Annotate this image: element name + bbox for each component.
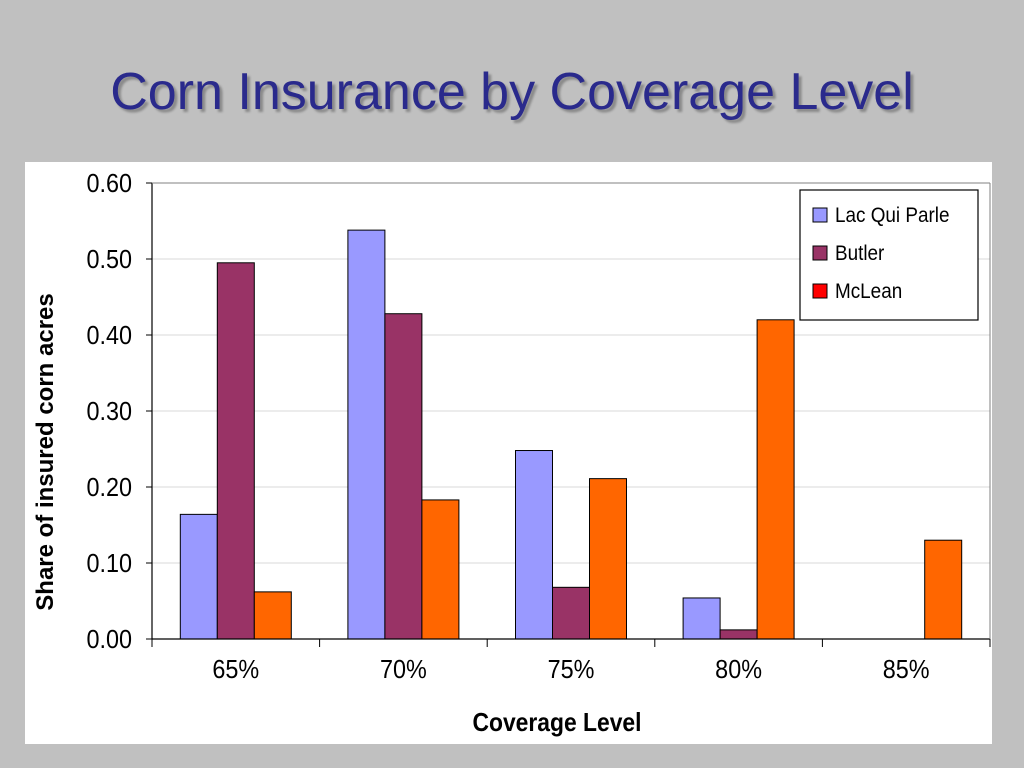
legend-swatch [812,207,828,223]
y-axis-title: Share of insured corn acres [32,293,59,610]
bar-chart: 0.00 0.10 0.20 0.30 0.40 0.50 0.60 65% 70% 75% 80%… [32,170,991,738]
bar [421,499,460,640]
bar [924,539,963,640]
y-tick-label: 0.50 [86,246,132,274]
bar [216,262,255,640]
axes: 0.00 0.10 0.20 0.30 0.40 0.50 0.60 65% 70% 75% 80%… [86,170,991,684]
legend-label: McLean [835,280,902,303]
x-tick-label: 85% [883,656,930,684]
bar [347,229,386,640]
bar [253,591,292,640]
y-tick-label: 0.40 [86,322,132,350]
bar [515,450,553,640]
legend-label: Lac Qui Parle [835,204,949,227]
y-tick-label: 0.20 [86,474,132,502]
x-tick-label: 75% [548,656,595,684]
legend-label: Butler [835,242,885,265]
bar [756,319,795,640]
legend-box [799,189,979,321]
bar [719,629,758,640]
bar [179,513,218,640]
slide-title: Corn Insurance by Coverage Level [110,63,914,121]
x-axis-title: Coverage Level [472,709,641,738]
bar [682,597,721,640]
bar [384,313,423,640]
legend-swatch [812,283,828,299]
x-tick-label: 65% [212,656,259,684]
chart-panel: 0.00 0.10 0.20 0.30 0.40 0.50 0.60 65% 70% 75% 80%… [25,162,992,744]
y-tick-label: 0.60 [86,170,132,198]
y-tick-label: 0.30 [86,398,132,426]
x-tick-label: 70% [380,656,427,684]
legend-swatch [812,245,828,261]
bars [179,229,963,640]
legend: Lac Qui Parle Butler McLean [799,189,979,321]
x-tick-label: 80% [715,656,762,684]
y-tick-label: 0.10 [86,550,132,578]
bar [589,478,627,640]
y-tick-label: 0.00 [86,626,132,654]
bar [552,586,590,640]
